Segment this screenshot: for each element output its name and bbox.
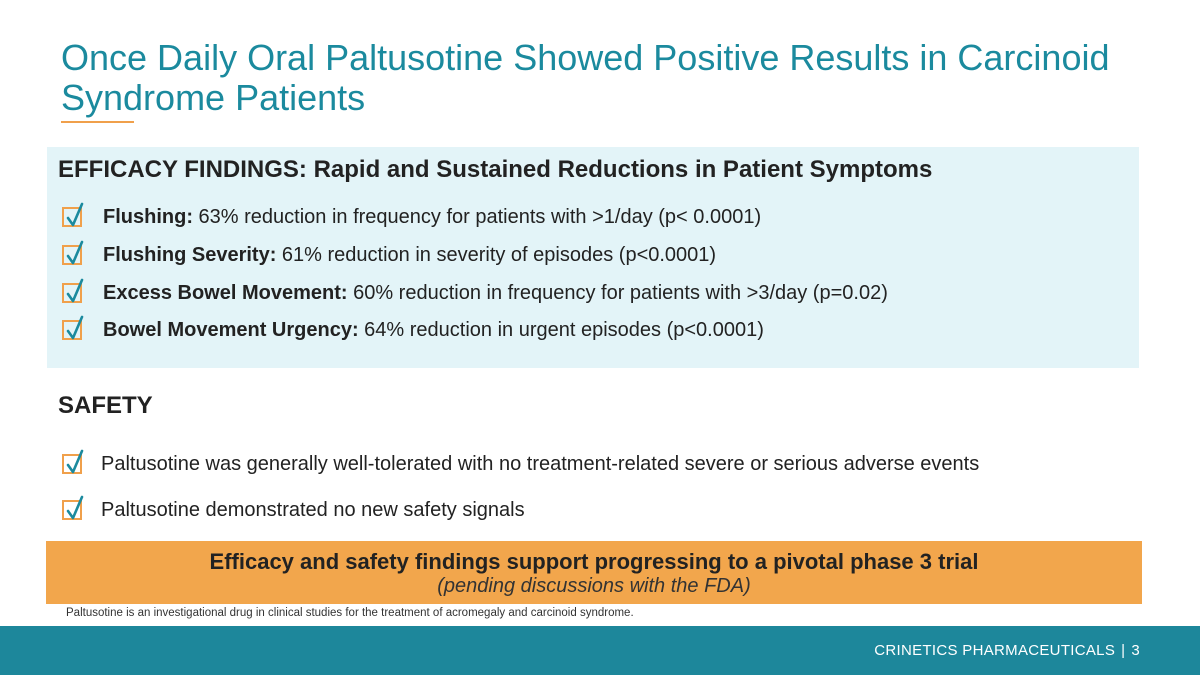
efficacy-item: Flushing Severity: 61% reduction in seve… [62, 240, 716, 270]
safety-item: Paltusotine demonstrated no new safety s… [62, 495, 525, 525]
efficacy-item-text: 64% reduction in urgent episodes (p<0.00… [358, 318, 764, 341]
conclusion-banner: Efficacy and safety findings support pro… [46, 541, 1142, 604]
efficacy-item: Bowel Movement Urgency: 64% reduction in… [62, 315, 764, 345]
checkbox-check-icon [62, 278, 84, 303]
efficacy-item-label: Bowel Movement Urgency: [103, 318, 359, 341]
efficacy-item-label: Excess Bowel Movement: [103, 281, 348, 304]
efficacy-item-label: Flushing Severity: [103, 243, 277, 266]
slide-title: Once Daily Oral Paltusotine Showed Posit… [61, 37, 1110, 118]
disclaimer: Paltusotine is an investigational drug i… [66, 607, 634, 619]
banner-main-text: Efficacy and safety findings support pro… [209, 549, 979, 574]
efficacy-panel [47, 147, 1139, 368]
safety-item-text: Paltusotine was generally well-tolerated… [101, 452, 980, 475]
efficacy-item-text: 63% reduction in frequency for patients … [192, 205, 762, 228]
checkbox-check-icon [62, 240, 84, 265]
safety-item: Paltusotine was generally well-tolerated… [62, 449, 979, 479]
efficacy-item: Flushing: 63% reduction in frequency for… [62, 202, 761, 232]
checkbox-check-icon [62, 495, 84, 520]
efficacy-item-text: 61% reduction in severity of episodes (p… [276, 243, 717, 266]
safety-item-text: Paltusotine demonstrated no new safety s… [101, 498, 525, 521]
footer-label: CRINETICS PHARMACEUTICALS | 3 [874, 642, 1140, 659]
title-underline [61, 121, 134, 123]
page-number: 3 [1131, 642, 1140, 659]
banner-sub-text: (pending discussions with the FDA) [437, 575, 751, 597]
efficacy-item: Excess Bowel Movement: 60% reduction in … [62, 278, 888, 308]
efficacy-heading: EFFICACY FINDINGS: Rapid and Sustained R… [58, 156, 933, 183]
checkbox-check-icon [62, 315, 84, 340]
efficacy-item-label: Flushing: [103, 205, 193, 228]
safety-heading: SAFETY [58, 392, 153, 419]
checkbox-check-icon [62, 202, 84, 227]
checkbox-check-icon [62, 449, 84, 474]
footer-separator: | [1121, 642, 1126, 659]
efficacy-item-text: 60% reduction in frequency for patients … [347, 281, 888, 304]
company-name: CRINETICS PHARMACEUTICALS [874, 642, 1116, 659]
footer-bar: CRINETICS PHARMACEUTICALS | 3 [0, 626, 1200, 675]
